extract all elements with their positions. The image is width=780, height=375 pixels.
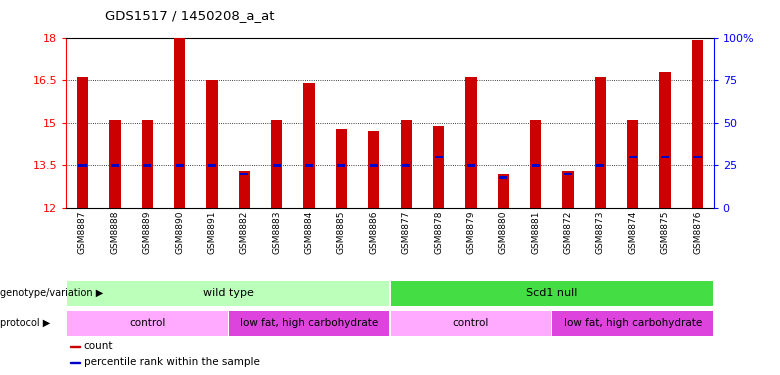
Bar (206, 80, 218, 208)
Bar (498, 174, 509, 208)
Bar (499, 176, 507, 179)
Bar (141, 120, 153, 208)
Text: low fat, high carbohydrate: low fat, high carbohydrate (240, 318, 378, 328)
Bar (692, 40, 704, 208)
Bar (67, 310, 228, 336)
Bar (597, 164, 604, 167)
Bar (391, 280, 713, 306)
Bar (239, 171, 250, 208)
Bar (70, 346, 80, 347)
Bar (661, 156, 669, 158)
Bar (627, 120, 639, 208)
Text: GDS1517 / 1450208_a_at: GDS1517 / 1450208_a_at (105, 9, 275, 22)
Bar (338, 164, 346, 167)
Bar (67, 280, 389, 306)
Text: genotype/variation ▶: genotype/variation ▶ (0, 288, 103, 298)
Bar (208, 164, 216, 167)
Bar (70, 362, 80, 363)
Bar (562, 171, 574, 208)
Bar (465, 77, 477, 208)
Bar (391, 310, 551, 336)
Text: low fat, high carbohydrate: low fat, high carbohydrate (564, 318, 702, 328)
Bar (273, 164, 281, 167)
Bar (402, 164, 410, 167)
Bar (434, 156, 442, 158)
Bar (144, 164, 151, 167)
Text: Scd1 null: Scd1 null (526, 288, 577, 298)
Text: percentile rank within the sample: percentile rank within the sample (83, 357, 260, 368)
Bar (79, 164, 87, 167)
Bar (305, 164, 313, 167)
Bar (532, 164, 540, 167)
Bar (174, 38, 186, 208)
Bar (229, 310, 389, 336)
Bar (271, 120, 282, 208)
Bar (76, 77, 88, 208)
Bar (467, 164, 475, 167)
Bar (530, 120, 541, 208)
Text: control: control (452, 318, 489, 328)
Bar (433, 126, 445, 208)
Bar (111, 164, 119, 167)
Bar (335, 129, 347, 208)
Bar (659, 72, 671, 208)
Bar (552, 310, 713, 336)
Bar (368, 131, 380, 208)
Text: control: control (129, 318, 165, 328)
Bar (109, 120, 121, 208)
Bar (370, 164, 378, 167)
Text: count: count (83, 341, 113, 351)
Bar (629, 156, 636, 158)
Bar (240, 172, 248, 176)
Bar (400, 120, 412, 208)
Bar (176, 164, 183, 167)
Bar (594, 77, 606, 208)
Bar (564, 172, 572, 176)
Bar (693, 156, 701, 158)
Bar (303, 83, 315, 208)
Text: protocol ▶: protocol ▶ (0, 318, 50, 328)
Text: wild type: wild type (203, 288, 254, 298)
